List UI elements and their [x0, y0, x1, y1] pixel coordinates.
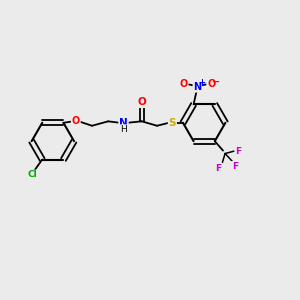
- Text: O: O: [137, 97, 146, 107]
- Text: Cl: Cl: [28, 170, 38, 179]
- Text: −: −: [212, 76, 220, 86]
- Text: S: S: [169, 118, 176, 128]
- Text: +: +: [198, 78, 205, 87]
- Text: O: O: [179, 80, 188, 89]
- Text: N: N: [119, 118, 128, 128]
- Text: N: N: [193, 82, 202, 92]
- Text: F: F: [232, 162, 238, 171]
- Text: F: F: [215, 164, 221, 173]
- Text: O: O: [207, 80, 215, 89]
- Text: F: F: [236, 147, 242, 156]
- Text: H: H: [120, 125, 127, 134]
- Text: O: O: [72, 116, 80, 126]
